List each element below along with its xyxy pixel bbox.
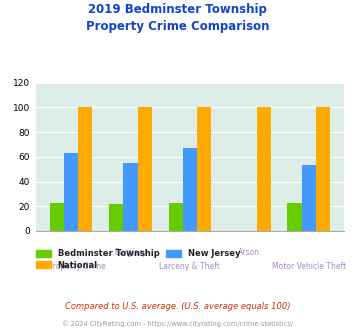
Text: Motor Vehicle Theft: Motor Vehicle Theft	[272, 262, 346, 271]
Bar	[123, 163, 138, 231]
Bar	[138, 107, 152, 231]
Bar	[169, 203, 183, 231]
Text: 2019 Bedminster Township
Property Crime Comparison: 2019 Bedminster Township Property Crime …	[86, 3, 269, 33]
Bar	[288, 203, 302, 231]
Legend: Bedminster Township, National, New Jersey: Bedminster Township, National, New Jerse…	[33, 246, 244, 273]
Bar	[50, 203, 64, 231]
Text: © 2024 CityRating.com - https://www.cityrating.com/crime-statistics/: © 2024 CityRating.com - https://www.city…	[62, 320, 293, 327]
Text: Compared to U.S. average. (U.S. average equals 100): Compared to U.S. average. (U.S. average …	[65, 302, 290, 311]
Bar	[109, 204, 123, 231]
Bar	[257, 107, 271, 231]
Bar	[316, 107, 330, 231]
Bar	[64, 153, 78, 231]
Bar	[183, 148, 197, 231]
Bar	[197, 107, 211, 231]
Text: Burglary: Burglary	[114, 248, 147, 257]
Bar	[302, 165, 316, 231]
Text: Arson: Arson	[239, 248, 261, 257]
Text: Larceny & Theft: Larceny & Theft	[159, 262, 220, 271]
Bar	[78, 107, 92, 231]
Text: All Property Crime: All Property Crime	[36, 262, 106, 271]
